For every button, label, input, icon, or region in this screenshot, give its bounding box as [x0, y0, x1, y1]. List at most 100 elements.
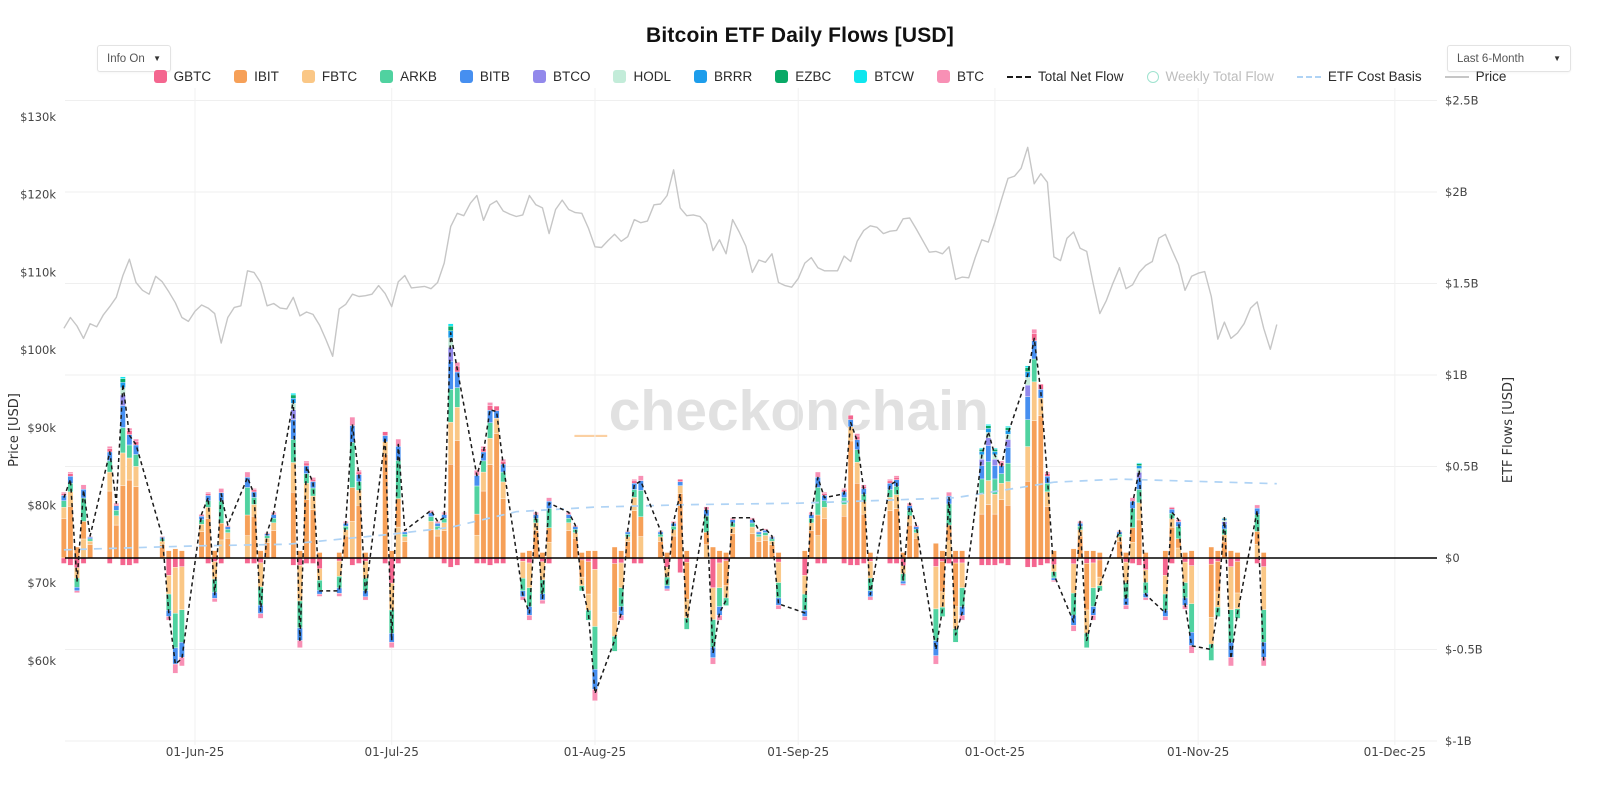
- flow-bar[interactable]: [172, 548, 179, 674]
- flow-bar[interactable]: [841, 488, 847, 564]
- flow-bar[interactable]: [336, 552, 343, 597]
- flow-bar-segment-BTC: [749, 517, 756, 519]
- legend-item-FBTC[interactable]: FBTC: [301, 69, 357, 84]
- flow-bar[interactable]: [1024, 365, 1031, 568]
- legend-item-BTCW[interactable]: BTCW: [854, 69, 914, 84]
- flow-bar[interactable]: [454, 362, 461, 566]
- flow-bar-segment-IBIT: [487, 464, 493, 559]
- flow-bar-segment-BTC: [756, 530, 762, 532]
- flow-bar[interactable]: [887, 479, 893, 564]
- flow-bar[interactable]: [756, 530, 762, 559]
- flow-bar[interactable]: [565, 512, 572, 559]
- flow-bar-segment-IBIT: [441, 530, 447, 559]
- legend-item-weekly-total-flow[interactable]: Weekly Total Flow: [1146, 69, 1274, 84]
- flow-bar[interactable]: [349, 416, 356, 566]
- flow-bar[interactable]: [480, 446, 487, 564]
- flow-bar[interactable]: [1215, 550, 1221, 617]
- flow-bar-segment-IBIT: [893, 508, 900, 559]
- flow-bar[interactable]: [769, 535, 775, 559]
- info-dropdown[interactable]: Info On ▼: [97, 45, 171, 72]
- flow-bar-segment-BTC: [1254, 504, 1260, 509]
- flow-bar[interactable]: [1136, 462, 1142, 566]
- flow-bar[interactable]: [749, 517, 756, 559]
- legend-item-EZBC[interactable]: EZBC: [775, 69, 831, 84]
- flow-bar-segment-FBTC: [998, 483, 1005, 500]
- flow-bar[interactable]: [611, 546, 618, 652]
- flow-bar-segment-BITB: [572, 526, 579, 530]
- flow-bar[interactable]: [61, 491, 67, 564]
- legend-item-BTC[interactable]: BTC: [937, 69, 984, 84]
- flow-bar[interactable]: [87, 535, 93, 559]
- flow-bar[interactable]: [657, 530, 664, 559]
- flow-bar[interactable]: [225, 524, 231, 559]
- flow-bar-segment-ARKB: [264, 535, 270, 539]
- flow-bar-segment-FBTC: [218, 539, 225, 559]
- flow-bar[interactable]: [474, 469, 480, 564]
- flow-bar[interactable]: [251, 488, 257, 564]
- flow-bar[interactable]: [244, 471, 251, 564]
- flow-bar[interactable]: [1005, 426, 1011, 566]
- flow-bar[interactable]: [723, 552, 729, 606]
- legend-item-GBTC[interactable]: GBTC: [153, 69, 211, 84]
- legend-item-BITB[interactable]: BITB: [459, 69, 510, 84]
- flow-bar-segment-ARKB: [113, 510, 120, 516]
- flow-bar[interactable]: [428, 510, 434, 559]
- flow-bar[interactable]: [316, 552, 323, 597]
- flow-bar[interactable]: [402, 530, 408, 559]
- flow-bar[interactable]: [1031, 329, 1038, 568]
- flow-bar[interactable]: [762, 528, 769, 559]
- legend-item-BTCO[interactable]: BTCO: [532, 69, 590, 84]
- legend-item-IBIT[interactable]: IBIT: [234, 69, 279, 84]
- legend-item-HODL[interactable]: HODL: [613, 69, 671, 84]
- flow-bar[interactable]: [893, 475, 900, 564]
- legend-item-etf-cost-basis[interactable]: ETF Cost Basis: [1296, 69, 1422, 84]
- flow-bar[interactable]: [998, 460, 1005, 564]
- flow-bar[interactable]: [67, 471, 74, 566]
- flow-bar-segment-FBTC: [225, 532, 231, 539]
- flow-bar[interactable]: [979, 448, 985, 566]
- flow-bar[interactable]: [80, 484, 87, 564]
- flow-bar-segment-counter: [1228, 550, 1234, 559]
- flow-bar-segment-IBIT: [749, 533, 756, 559]
- flow-bar[interactable]: [1090, 550, 1097, 621]
- legend-item-ARKB[interactable]: ARKB: [380, 69, 437, 84]
- flow-bar[interactable]: [1234, 552, 1241, 619]
- flow-bar[interactable]: [592, 550, 598, 701]
- flow-bar-segment-GBTC: [887, 480, 893, 484]
- flow-bar[interactable]: [1208, 546, 1215, 661]
- flow-bar-segment-IBIT: [860, 513, 867, 559]
- legend-item-price[interactable]: Price: [1444, 69, 1506, 84]
- flow-bar[interactable]: [126, 427, 133, 566]
- flow-bar[interactable]: [1188, 550, 1195, 654]
- flow-bar[interactable]: [106, 446, 113, 564]
- flow-bar[interactable]: [343, 521, 349, 559]
- flow-bar[interactable]: [133, 438, 139, 564]
- flow-bar[interactable]: [447, 323, 454, 568]
- flow-bar[interactable]: [198, 513, 205, 559]
- flow-bar[interactable]: [1038, 383, 1044, 566]
- flow-bar[interactable]: [120, 376, 126, 566]
- flow-bar[interactable]: [1182, 552, 1188, 610]
- legend-item-BRRR[interactable]: BRRR: [693, 69, 752, 84]
- legend-swatch-icon: [775, 70, 789, 83]
- flow-bar-segment-BTC: [933, 655, 939, 665]
- flow-bar-segment-FBTC: [500, 481, 506, 499]
- flow-bar[interactable]: [500, 459, 506, 564]
- flow-bar[interactable]: [959, 550, 965, 621]
- flow-bar[interactable]: [434, 521, 441, 559]
- flow-bar[interactable]: [179, 550, 185, 667]
- flow-bar[interactable]: [113, 502, 120, 559]
- range-dropdown[interactable]: Last 6-Month ▼: [1447, 45, 1571, 72]
- flow-bar[interactable]: [638, 475, 644, 564]
- flow-bar[interactable]: [441, 512, 447, 564]
- flow-bar[interactable]: [992, 448, 998, 566]
- legend-item-total-net-flow[interactable]: Total Net Flow: [1007, 69, 1124, 84]
- flow-bar-segment-BTC: [133, 438, 139, 442]
- flow-bar[interactable]: [985, 424, 992, 566]
- flow-bar[interactable]: [631, 479, 638, 564]
- flow-bar-segment-BTC: [546, 497, 552, 502]
- right-axis-title: ETF Flows [USD]: [1501, 377, 1516, 483]
- flow-bar[interactable]: [847, 415, 854, 566]
- flow-bar[interactable]: [487, 402, 493, 566]
